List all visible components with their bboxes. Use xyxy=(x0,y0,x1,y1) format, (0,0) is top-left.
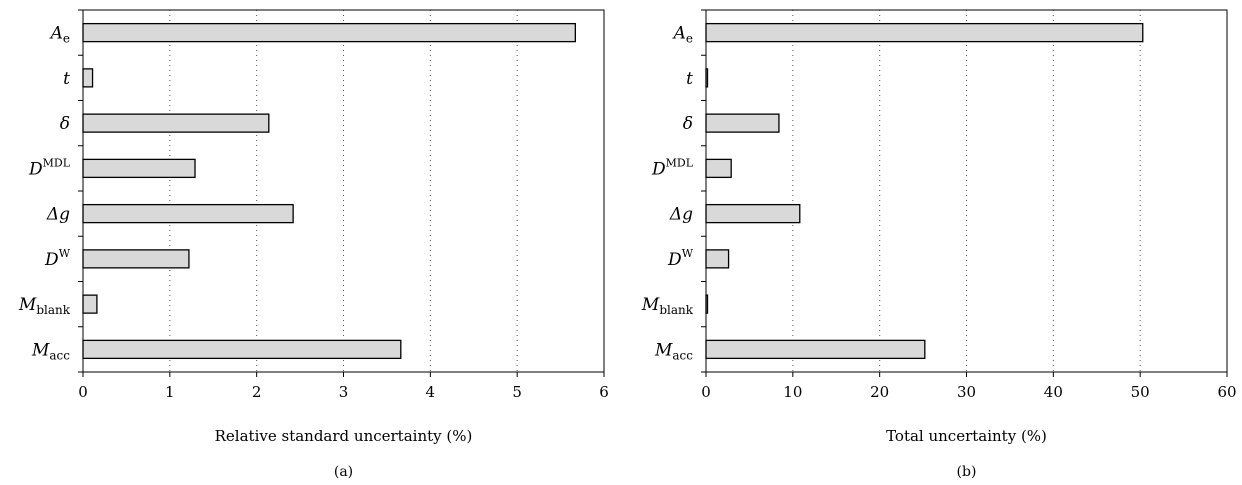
x-tick-label: 30 xyxy=(957,383,976,401)
y-category-label: Mblank xyxy=(18,295,71,317)
x-tick-label: 60 xyxy=(1217,383,1236,401)
y-category-label: t xyxy=(63,69,70,89)
x-tick-label: 5 xyxy=(512,383,522,401)
x-axis-label: Relative standard uncertainty (%) xyxy=(215,427,473,445)
y-category-label: Δg xyxy=(669,205,693,225)
y-category-label: t xyxy=(686,69,693,89)
bar xyxy=(82,113,270,133)
x-axis-label: Total uncertainty (%) xyxy=(886,427,1047,445)
bar xyxy=(82,158,196,179)
x-tick-label: 4 xyxy=(426,383,436,401)
bar xyxy=(705,249,730,269)
chart-panel-a: 0 1 2 3 4 5 6 Ae t δ DMDL Δg DW Mblank Macc Relative st… xyxy=(18,9,609,480)
x-tick-label: 10 xyxy=(783,383,802,401)
panel-label: (a) xyxy=(334,464,353,480)
y-category-label: DW xyxy=(44,247,71,270)
bar xyxy=(705,22,1144,43)
bar xyxy=(82,294,98,314)
x-tick-label: 6 xyxy=(599,383,609,401)
bar xyxy=(82,68,94,88)
y-category-label: DMDL xyxy=(28,156,71,179)
bar xyxy=(705,203,801,224)
x-tick-label: 2 xyxy=(252,383,262,401)
bar xyxy=(705,339,926,360)
x-tick-label: 0 xyxy=(78,383,88,401)
bar xyxy=(82,249,190,269)
bar xyxy=(82,203,294,224)
y-category-label: DW xyxy=(667,247,694,270)
y-category-label: δ xyxy=(683,114,693,134)
x-tick-label: 3 xyxy=(339,383,349,401)
y-category-label: Mblank xyxy=(641,295,694,317)
y-category-label: Ae xyxy=(49,24,70,46)
x-tick-label: 50 xyxy=(1131,383,1150,401)
bar xyxy=(82,22,576,43)
x-tick-label: 1 xyxy=(165,383,175,401)
chart-panel-b: 0 10 20 30 40 50 60 Ae t δ DMDL Δg DW Mblank Macc Total… xyxy=(641,9,1237,480)
bar xyxy=(705,113,780,133)
y-category-label: Macc xyxy=(654,340,693,362)
x-tick-label: 0 xyxy=(701,383,711,401)
bar xyxy=(705,158,732,179)
y-category-label: Δg xyxy=(46,205,70,225)
y-category-label: Macc xyxy=(31,340,70,362)
x-tick-label: 40 xyxy=(1044,383,1063,401)
panel-label: (b) xyxy=(957,464,977,480)
y-category-label: δ xyxy=(60,114,70,134)
y-category-label: Ae xyxy=(672,24,693,46)
x-tick-label: 20 xyxy=(870,383,889,401)
y-category-label: DMDL xyxy=(651,156,694,179)
bar xyxy=(82,339,402,360)
